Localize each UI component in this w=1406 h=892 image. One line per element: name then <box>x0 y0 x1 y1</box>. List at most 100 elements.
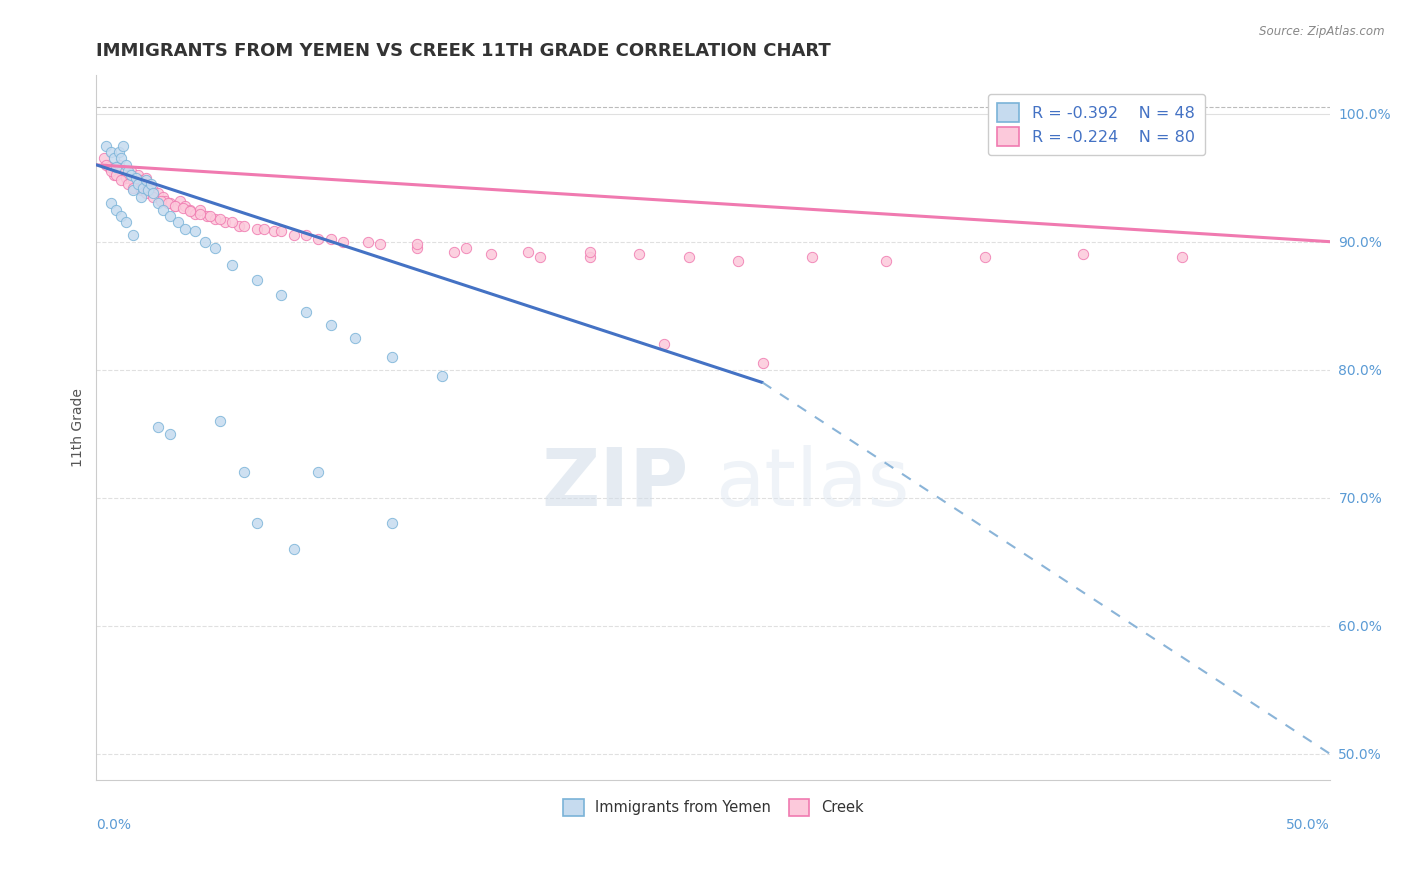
Point <box>146 420 169 434</box>
Point <box>727 253 749 268</box>
Point <box>115 170 138 185</box>
Point <box>125 170 148 185</box>
Point <box>381 516 404 531</box>
Point <box>1071 247 1094 261</box>
Point <box>283 228 305 243</box>
Point <box>517 244 540 259</box>
Point <box>127 177 149 191</box>
Point <box>973 250 995 264</box>
Point <box>344 331 367 345</box>
Point <box>103 168 125 182</box>
Point <box>169 194 191 208</box>
Point <box>246 273 269 287</box>
Point <box>204 211 226 226</box>
Point <box>112 138 135 153</box>
Point <box>208 414 231 428</box>
Point <box>136 177 159 191</box>
Point <box>132 177 155 191</box>
Point <box>800 250 823 264</box>
Point <box>100 196 122 211</box>
Point <box>184 206 207 220</box>
Point <box>319 318 342 332</box>
Point <box>295 305 318 319</box>
Point <box>156 196 179 211</box>
Point <box>110 209 132 223</box>
Text: 0.0%: 0.0% <box>97 818 131 832</box>
Point <box>135 173 157 187</box>
Point <box>295 228 318 243</box>
Point <box>253 222 276 236</box>
Point <box>152 190 174 204</box>
Point <box>146 196 169 211</box>
Point <box>120 164 142 178</box>
Point <box>628 247 651 261</box>
Point <box>270 288 292 302</box>
Text: IMMIGRANTS FROM YEMEN VS CREEK 11TH GRADE CORRELATION CHART: IMMIGRANTS FROM YEMEN VS CREEK 11TH GRAD… <box>97 42 831 60</box>
Point <box>166 215 188 229</box>
Point <box>105 202 128 217</box>
Point <box>283 541 305 556</box>
Point <box>103 152 125 166</box>
Point <box>122 184 145 198</box>
Text: Source: ZipAtlas.com: Source: ZipAtlas.com <box>1260 25 1385 38</box>
Y-axis label: 11th Grade: 11th Grade <box>72 388 86 467</box>
Point <box>652 337 675 351</box>
Point <box>129 173 152 187</box>
Point <box>165 199 187 213</box>
Point <box>149 194 172 208</box>
Point <box>319 232 342 246</box>
Point <box>105 168 128 182</box>
Point <box>443 244 465 259</box>
Point <box>93 152 115 166</box>
Point <box>142 190 165 204</box>
Point <box>117 177 139 191</box>
Point <box>115 158 138 172</box>
Point <box>120 168 142 182</box>
Point <box>135 170 157 185</box>
Point <box>204 241 226 255</box>
Point <box>751 356 773 370</box>
Point <box>117 164 139 178</box>
Point <box>430 369 453 384</box>
Point <box>678 250 700 264</box>
Point <box>456 241 478 255</box>
Point <box>579 244 602 259</box>
Point <box>100 145 122 159</box>
Point <box>105 161 128 175</box>
Point <box>246 222 269 236</box>
Point <box>233 219 256 234</box>
Point <box>221 258 243 272</box>
Point <box>875 253 897 268</box>
Point <box>155 194 177 208</box>
Point <box>97 161 120 175</box>
Point <box>406 237 429 252</box>
Point <box>96 158 118 172</box>
Point <box>179 202 201 217</box>
Point <box>221 215 243 229</box>
Text: ZIP: ZIP <box>541 445 688 523</box>
Point <box>174 222 197 236</box>
Point <box>406 241 429 255</box>
Point <box>159 426 181 441</box>
Point <box>146 186 169 200</box>
Point <box>194 235 217 249</box>
Point <box>107 158 129 172</box>
Point <box>188 202 211 217</box>
Point <box>270 224 292 238</box>
Point <box>152 202 174 217</box>
Point <box>110 164 132 178</box>
Point <box>184 224 207 238</box>
Point <box>142 184 165 198</box>
Point <box>159 196 181 211</box>
Point <box>122 181 145 195</box>
Point <box>132 181 155 195</box>
Text: 50.0%: 50.0% <box>1286 818 1330 832</box>
Point <box>96 138 118 153</box>
Point <box>198 209 221 223</box>
Point <box>188 206 211 220</box>
Point <box>208 211 231 226</box>
Point <box>100 164 122 178</box>
Point <box>479 247 502 261</box>
Point <box>172 202 194 216</box>
Point <box>233 465 256 479</box>
